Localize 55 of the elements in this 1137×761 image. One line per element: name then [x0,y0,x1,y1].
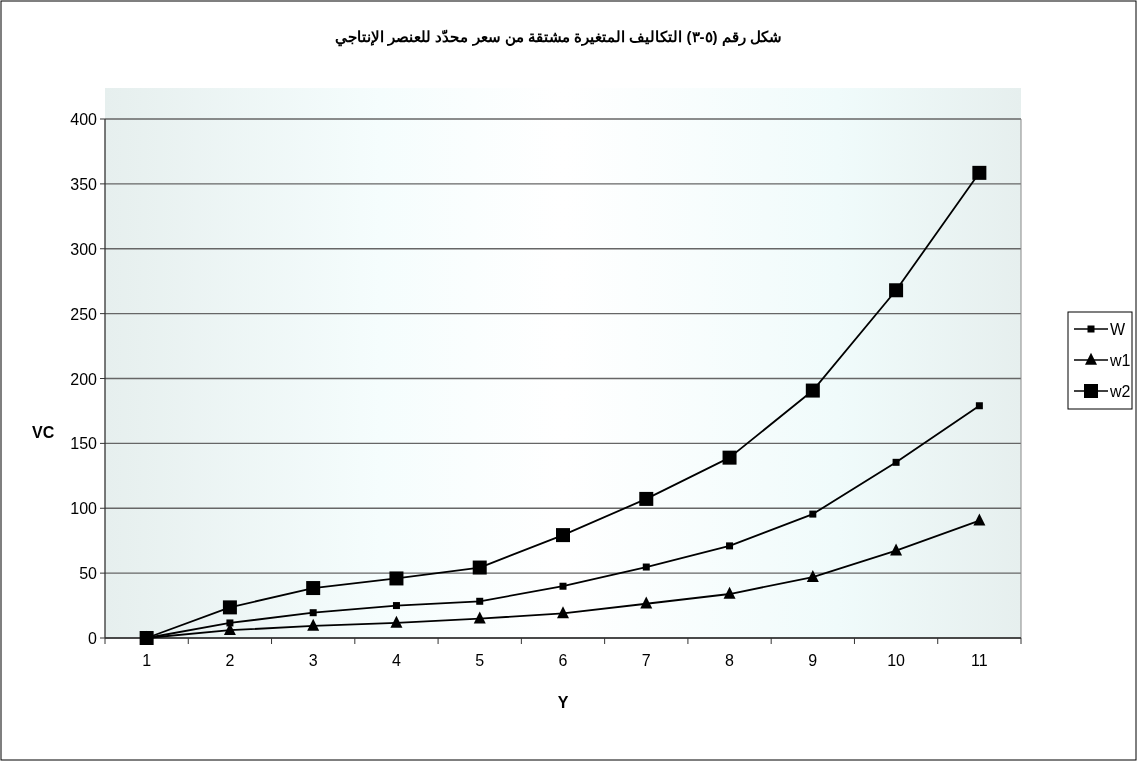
point [890,543,903,556]
point [222,600,237,615]
point [889,283,904,298]
y-tick-label: 50 [79,565,98,583]
point [972,165,987,180]
point [640,596,653,609]
x-tick-label: 3 [308,652,318,669]
x-tick-label: 1 [142,652,152,669]
x-tick-label: 2 [225,652,235,669]
point [557,606,569,619]
point [473,611,486,624]
legend-label: w2 [1109,383,1131,400]
point [306,581,321,596]
x-tick-label: 6 [558,652,568,669]
point [892,458,900,466]
y-tick-label: 400 [70,111,98,128]
point [973,513,986,526]
x-tick-label: 8 [725,652,735,669]
point [476,597,484,605]
point [390,615,403,628]
x-tick-label: 11 [971,652,988,669]
y-tick-label: 150 [70,435,98,453]
y-tick-label: 0 [88,630,98,647]
x-tick-label: 5 [475,652,485,669]
point [309,609,317,617]
point [307,618,320,631]
y-tick-label: 300 [70,240,98,258]
y-tick-label: 100 [70,500,98,518]
point [975,402,983,410]
y-tick-label: 350 [70,175,98,193]
point [472,560,487,575]
y-tick-label: 250 [70,305,98,323]
legend-label: w1 [1109,352,1131,369]
point [809,510,817,518]
y-tick-label: 200 [70,370,98,388]
point [226,619,234,627]
point [723,586,736,599]
x-tick-label: 10 [887,652,906,669]
point [726,542,734,550]
point [642,563,650,571]
x-tick-label: 4 [392,652,401,669]
chart-title: شكل رقم (٥-٣) التكاليف المتغيرة مشتقة من سعر محدّد للعنصر الإنتاجي [335,28,782,47]
x-axis-title: Y [557,694,569,711]
legend-label: W [1110,321,1126,338]
point [722,450,737,465]
x-tick-label: 9 [808,652,818,669]
point [559,582,567,590]
point [639,491,654,506]
point [556,528,570,543]
x-tick-label: 7 [641,652,651,669]
point [392,602,400,610]
point [389,571,404,586]
point [806,569,819,582]
y-axis-title: VC [32,424,55,441]
point [805,383,820,398]
